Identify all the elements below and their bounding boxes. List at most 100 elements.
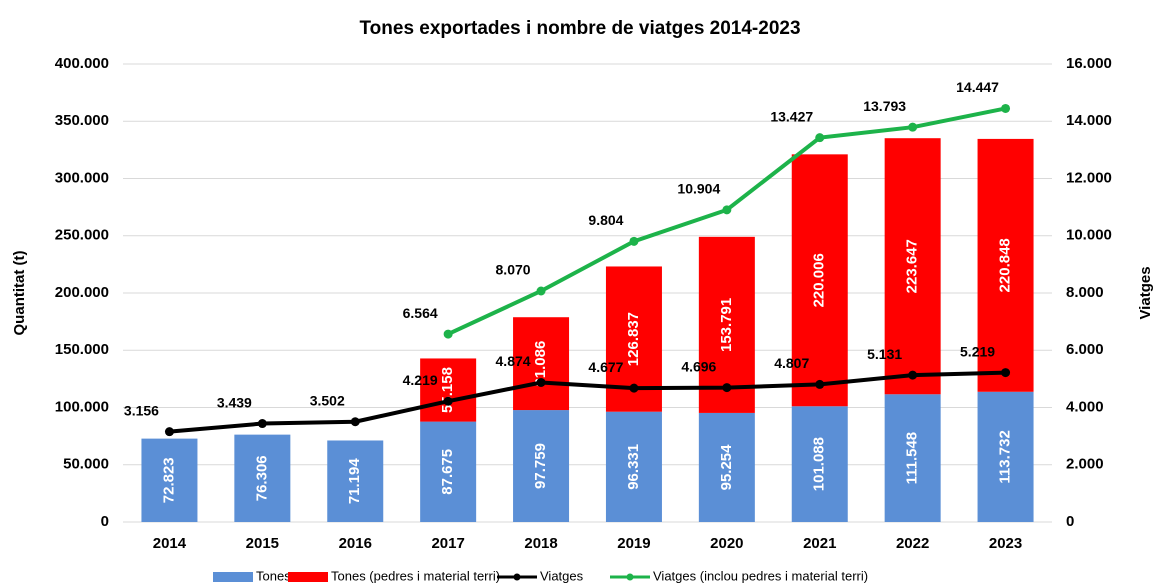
y-tick-label: 150.000 — [55, 341, 109, 358]
bar-value-label: 72.823 — [160, 457, 177, 503]
line-value-label: 5.131 — [867, 346, 902, 362]
line-value-label: 14.447 — [956, 79, 999, 95]
bar-value-label: 101.088 — [811, 437, 828, 491]
bar-value-label: 223.647 — [904, 239, 921, 293]
bar — [234, 434, 291, 522]
bar — [513, 317, 570, 411]
y-tick-label: 300.000 — [55, 169, 109, 186]
line-point — [722, 205, 732, 215]
y-tick-label: 100.000 — [55, 398, 109, 415]
y2-tick-label: 16.000 — [1066, 55, 1112, 72]
bar — [791, 406, 848, 522]
line-point — [536, 286, 546, 296]
line-value-label: 3.439 — [217, 394, 252, 410]
line-value-label: 4.696 — [681, 358, 716, 374]
bar — [977, 391, 1034, 522]
line-value-label: 4.677 — [588, 359, 623, 375]
legend-marker — [513, 573, 521, 581]
y2-axis-label: Viatges — [1137, 266, 1154, 319]
x-tick-label: 2022 — [896, 535, 929, 552]
line-value-label: 3.156 — [124, 402, 159, 418]
line — [169, 370, 1006, 434]
bar — [420, 421, 477, 522]
bar — [141, 438, 198, 522]
bar-value-label: 95.254 — [718, 444, 735, 491]
bar — [884, 394, 941, 522]
bar-value-label: 96.331 — [625, 444, 642, 490]
line-point — [1001, 103, 1011, 113]
legend-label: Tones — [256, 568, 291, 583]
y2-tick-label: 6.000 — [1066, 341, 1104, 358]
bar-value-label: 87.675 — [439, 449, 456, 495]
bar-value-label: 97.759 — [532, 443, 549, 489]
line-point — [443, 396, 453, 406]
x-tick-label: 2021 — [803, 535, 836, 552]
bar — [791, 154, 848, 407]
y-tick-label: 350.000 — [55, 112, 109, 129]
line-point — [257, 419, 267, 429]
x-tick-label: 2017 — [431, 535, 464, 552]
bar-value-label: 153.791 — [718, 298, 735, 352]
x-tick-label: 2016 — [339, 535, 372, 552]
line-point — [443, 329, 453, 339]
y-tick-label: 200.000 — [55, 284, 109, 301]
line-point — [908, 122, 918, 132]
bar — [327, 440, 384, 522]
bar-value-label: 55.158 — [439, 367, 456, 413]
line-point — [629, 236, 639, 246]
y2-tick-label: 4.000 — [1066, 398, 1104, 415]
y2-tick-label: 8.000 — [1066, 284, 1104, 301]
line-value-label: 9.804 — [588, 212, 623, 228]
line-point — [350, 417, 360, 427]
line-point — [1001, 368, 1011, 378]
y2-tick-label: 12.000 — [1066, 169, 1112, 186]
legend-marker — [626, 573, 634, 581]
line-point — [629, 383, 639, 393]
bar — [977, 138, 1034, 392]
bar — [513, 410, 570, 522]
x-tick-label: 2018 — [524, 535, 557, 552]
line-value-label: 4.874 — [496, 353, 531, 369]
line-point — [908, 370, 918, 380]
bar — [605, 411, 662, 522]
chart-title: Tones exportades i nombre de viatges 201… — [359, 18, 800, 39]
y-tick-label: 250.000 — [55, 227, 109, 244]
bar-value-label: 220.006 — [811, 253, 828, 307]
line-value-label: 5.219 — [960, 343, 995, 359]
bar-value-label: 76.306 — [253, 455, 270, 501]
legend-label: Viatges — [540, 568, 584, 583]
y2-tick-label: 10.000 — [1066, 227, 1112, 244]
line-value-label: 3.502 — [310, 392, 345, 408]
y-tick-label: 0 — [101, 513, 109, 530]
line-value-label: 13.427 — [770, 108, 813, 124]
line-value-label: 8.070 — [496, 262, 531, 278]
bar-value-label: 81.086 — [532, 341, 549, 387]
line-value-label: 4.219 — [403, 372, 438, 388]
bar — [420, 358, 477, 422]
bar-value-label: 126.837 — [625, 312, 642, 366]
line-point — [536, 377, 546, 387]
bar-value-label: 113.732 — [997, 430, 1014, 483]
legend-label: Viatges (inclou pedres i material terri) — [653, 568, 868, 583]
legend-label: Tones (pedres i material terri) — [331, 568, 500, 583]
x-tick-label: 2014 — [153, 535, 187, 552]
line-value-label: 10.904 — [677, 181, 720, 197]
x-tick-label: 2023 — [989, 535, 1022, 552]
y-axis-label: Quantitat (t) — [11, 251, 28, 336]
y-tick-label: 50.000 — [63, 456, 109, 473]
legend-swatch — [288, 572, 328, 582]
line-point — [815, 379, 825, 389]
bar — [884, 138, 941, 395]
x-tick-label: 2015 — [246, 535, 279, 552]
legend-swatch — [213, 572, 253, 582]
line-point — [722, 383, 732, 393]
y2-tick-label: 14.000 — [1066, 112, 1112, 129]
y-tick-label: 400.000 — [55, 55, 109, 72]
x-tick-label: 2020 — [710, 535, 743, 552]
line-point — [815, 133, 825, 143]
line-point — [164, 427, 174, 437]
line-value-label: 13.793 — [863, 98, 906, 114]
line-value-label: 6.564 — [403, 305, 438, 321]
bar-value-label: 220.848 — [997, 238, 1014, 292]
